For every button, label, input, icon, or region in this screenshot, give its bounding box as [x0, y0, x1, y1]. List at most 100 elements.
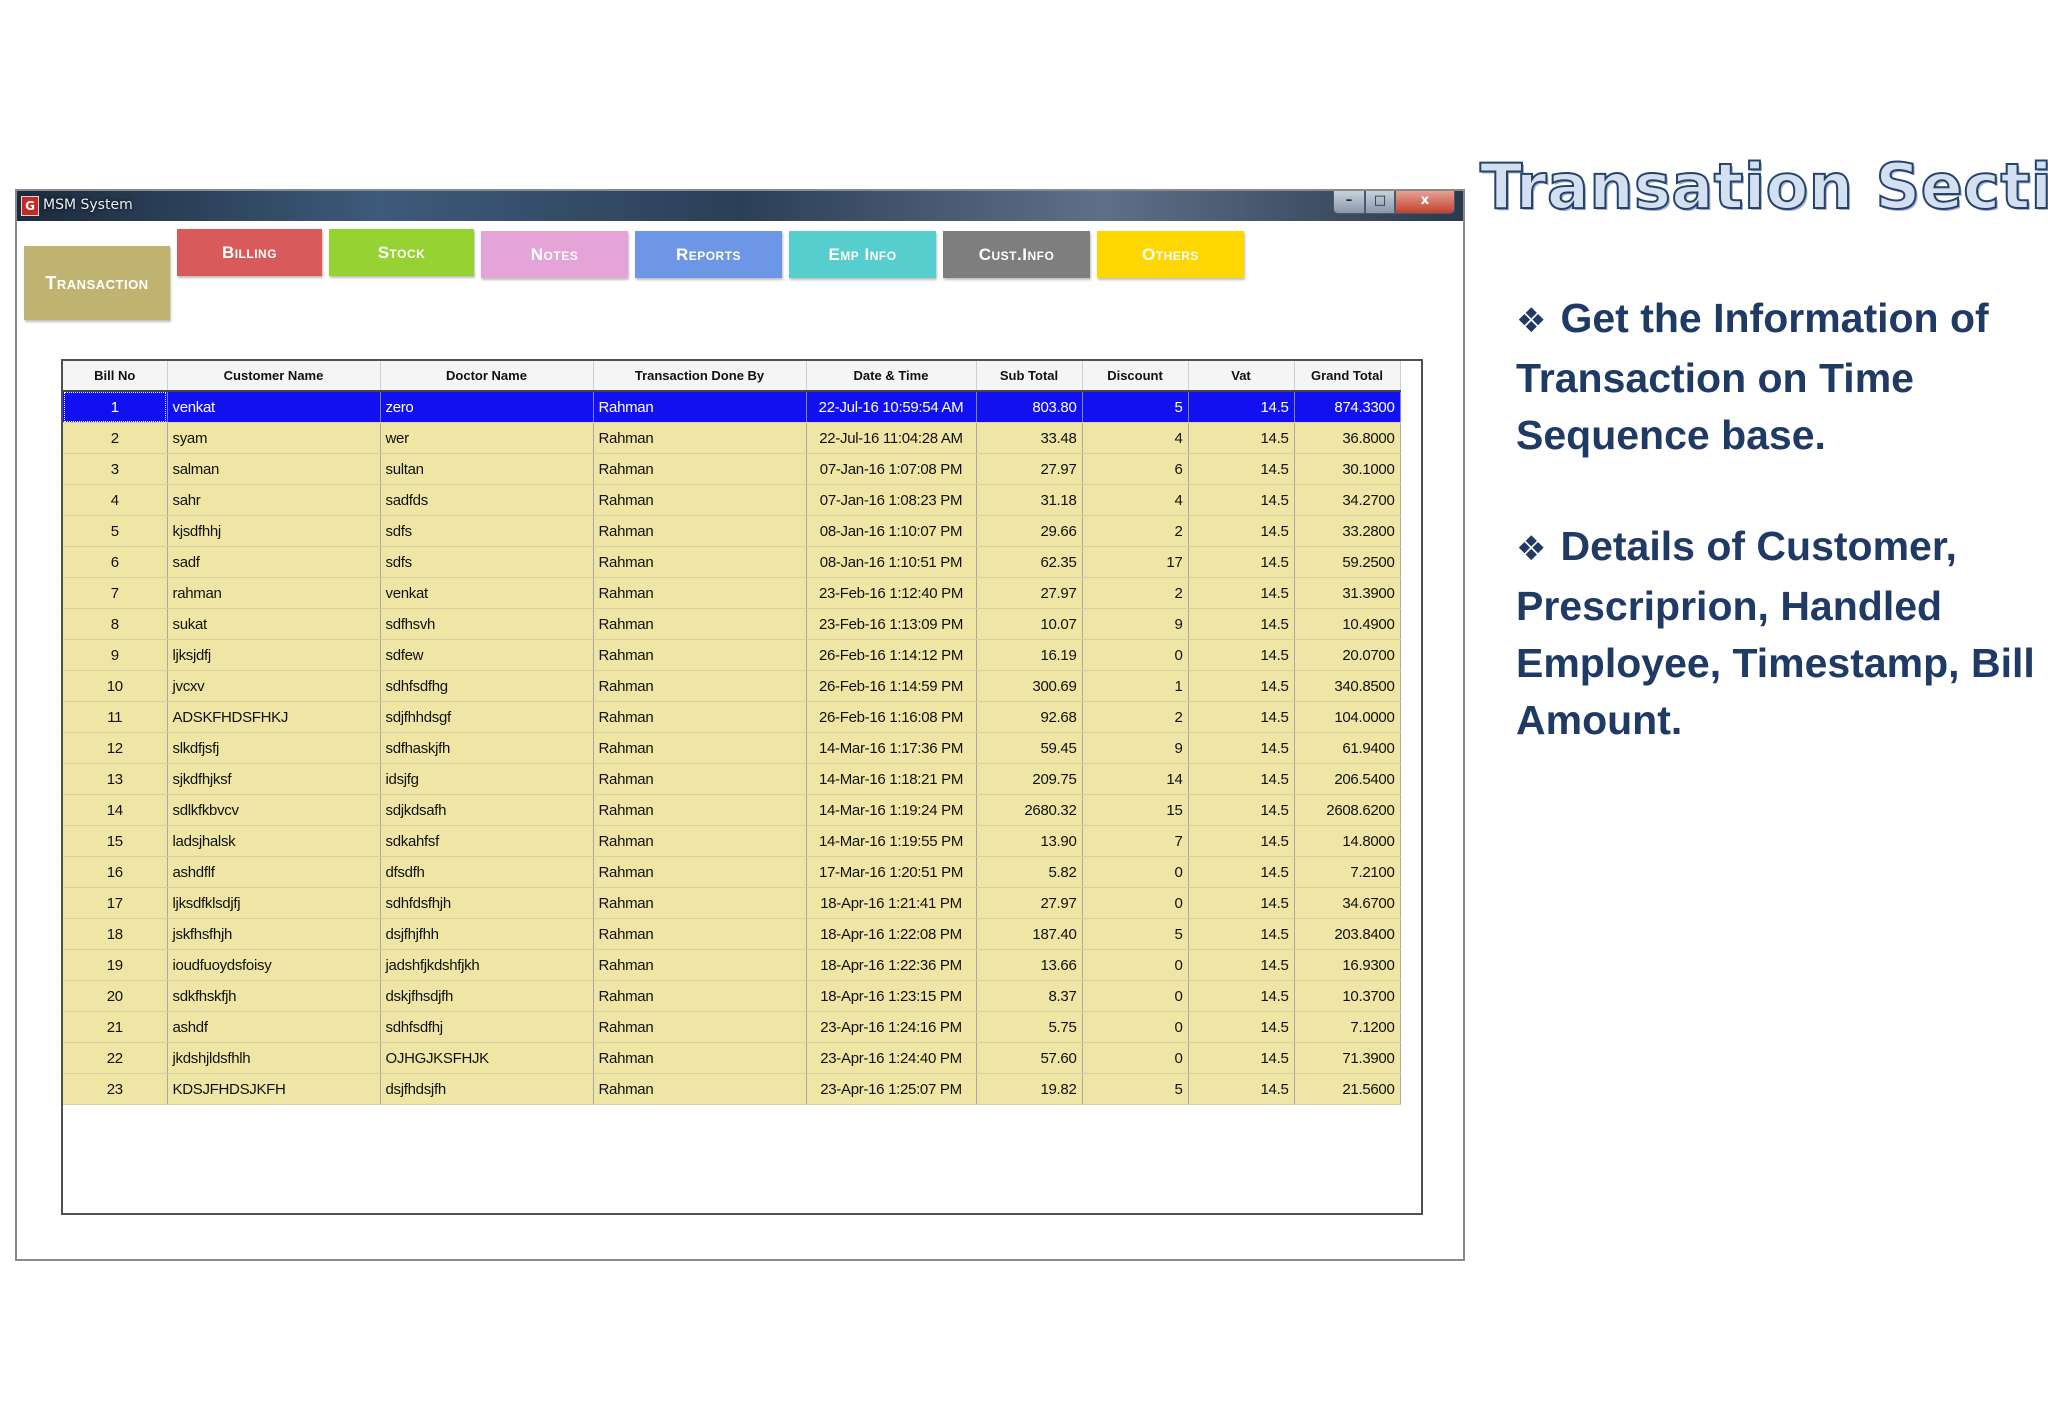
cell-transaction-done-by[interactable]: Rahman — [593, 825, 807, 857]
cell-vat[interactable]: 14.5 — [1188, 949, 1295, 981]
cell-discount[interactable]: 0 — [1082, 949, 1189, 981]
table-row[interactable]: 6 sadf sdfs Rahman 08-Jan-16 1:10:51 PM 62.35… — [63, 546, 1401, 578]
cell-grand-total[interactable]: 34.2700 — [1294, 484, 1401, 516]
cell-transaction-done-by[interactable]: Rahman — [593, 1042, 807, 1074]
cell-vat[interactable]: 14.5 — [1188, 980, 1295, 1012]
cell-customer-name[interactable]: sjkdfhjksf — [167, 763, 381, 795]
cell-bill-no[interactable]: 23 — [63, 1073, 168, 1105]
cell-customer-name[interactable]: kjsdfhhj — [167, 515, 381, 547]
cell-bill-no[interactable]: 1 — [63, 391, 168, 423]
tab-billing[interactable]: Billing — [177, 229, 322, 276]
cell-sub-total[interactable]: 33.48 — [976, 422, 1083, 454]
table-row[interactable]: 23 KDSJFHDSJKFH dsjfhdsjfh Rahman 23-Apr-16 … — [63, 1073, 1401, 1105]
cell-date-time[interactable]: 17-Mar-16 1:20:51 PM — [806, 856, 977, 888]
table-row[interactable]: 19 ioudfuoydsfoisy jadshfjkdshfjkh Rahman 18… — [63, 949, 1401, 981]
cell-doctor-name[interactable]: sdfs — [380, 546, 594, 578]
cell-sub-total[interactable]: 16.19 — [976, 639, 1083, 671]
tab-reports[interactable]: Reports — [635, 231, 782, 278]
table-row[interactable]: 5 kjsdfhhj sdfs Rahman 08-Jan-16 1:10:07 PM 2… — [63, 515, 1401, 547]
cell-doctor-name[interactable]: idsjfg — [380, 763, 594, 795]
cell-customer-name[interactable]: salman — [167, 453, 381, 485]
cell-bill-no[interactable]: 16 — [63, 856, 168, 888]
cell-vat[interactable]: 14.5 — [1188, 391, 1295, 423]
cell-grand-total[interactable]: 30.1000 — [1294, 453, 1401, 485]
cell-date-time[interactable]: 18-Apr-16 1:23:15 PM — [806, 980, 977, 1012]
cell-date-time[interactable]: 18-Apr-16 1:22:36 PM — [806, 949, 977, 981]
table-row[interactable]: 1 venkat zero Rahman 22-Jul-16 10:59:54 AM 80… — [63, 391, 1401, 423]
cell-transaction-done-by[interactable]: Rahman — [593, 639, 807, 671]
cell-date-time[interactable]: 23-Feb-16 1:12:40 PM — [806, 577, 977, 609]
tab-stock[interactable]: Stock — [329, 229, 474, 276]
cell-date-time[interactable]: 26-Feb-16 1:16:08 PM — [806, 701, 977, 733]
cell-doctor-name[interactable]: dfsdfh — [380, 856, 594, 888]
cell-customer-name[interactable]: jkdshjldsfhlh — [167, 1042, 381, 1074]
cell-doctor-name[interactable]: sdfhsvh — [380, 608, 594, 640]
cell-date-time[interactable]: 23-Apr-16 1:24:40 PM — [806, 1042, 977, 1074]
cell-grand-total[interactable]: 7.1200 — [1294, 1011, 1401, 1043]
cell-doctor-name[interactable]: venkat — [380, 577, 594, 609]
cell-bill-no[interactable]: 11 — [63, 701, 168, 733]
cell-grand-total[interactable]: 34.6700 — [1294, 887, 1401, 919]
cell-doctor-name[interactable]: sdfew — [380, 639, 594, 671]
cell-sub-total[interactable]: 13.66 — [976, 949, 1083, 981]
table-row[interactable]: 8 sukat sdfhsvh Rahman 23-Feb-16 1:13:09 PM 1… — [63, 608, 1401, 640]
column-header-customer-name[interactable]: Customer Name — [167, 361, 381, 392]
cell-transaction-done-by[interactable]: Rahman — [593, 949, 807, 981]
column-header-transaction-done-by[interactable]: Transaction Done By — [593, 361, 807, 392]
cell-transaction-done-by[interactable]: Rahman — [593, 856, 807, 888]
cell-bill-no[interactable]: 14 — [63, 794, 168, 826]
cell-discount[interactable]: 2 — [1082, 701, 1189, 733]
cell-bill-no[interactable]: 9 — [63, 639, 168, 671]
cell-vat[interactable]: 14.5 — [1188, 856, 1295, 888]
cell-sub-total[interactable]: 19.82 — [976, 1073, 1083, 1105]
cell-grand-total[interactable]: 874.3300 — [1294, 391, 1401, 423]
cell-discount[interactable]: 6 — [1082, 453, 1189, 485]
cell-customer-name[interactable]: KDSJFHDSJKFH — [167, 1073, 381, 1105]
cell-doctor-name[interactable]: sdhfsdfhg — [380, 670, 594, 702]
cell-discount[interactable]: 7 — [1082, 825, 1189, 857]
cell-discount[interactable]: 0 — [1082, 639, 1189, 671]
cell-sub-total[interactable]: 27.97 — [976, 453, 1083, 485]
cell-vat[interactable]: 14.5 — [1188, 639, 1295, 671]
cell-doctor-name[interactable]: sdhfdsfhjh — [380, 887, 594, 919]
cell-bill-no[interactable]: 18 — [63, 918, 168, 950]
cell-bill-no[interactable]: 17 — [63, 887, 168, 919]
table-row[interactable]: 2 syam wer Rahman 22-Jul-16 11:04:28 AM 33.48… — [63, 422, 1401, 454]
tab-notes[interactable]: Notes — [481, 231, 628, 278]
cell-bill-no[interactable]: 5 — [63, 515, 168, 547]
cell-transaction-done-by[interactable]: Rahman — [593, 732, 807, 764]
cell-date-time[interactable]: 14-Mar-16 1:17:36 PM — [806, 732, 977, 764]
cell-date-time[interactable]: 14-Mar-16 1:18:21 PM — [806, 763, 977, 795]
cell-date-time[interactable]: 23-Feb-16 1:13:09 PM — [806, 608, 977, 640]
cell-sub-total[interactable]: 29.66 — [976, 515, 1083, 547]
column-header-grand-total[interactable]: Grand Total — [1294, 361, 1401, 392]
cell-customer-name[interactable]: jskfhsfhjh — [167, 918, 381, 950]
tab-others[interactable]: Others — [1097, 231, 1244, 278]
cell-grand-total[interactable]: 16.9300 — [1294, 949, 1401, 981]
cell-customer-name[interactable]: sukat — [167, 608, 381, 640]
cell-transaction-done-by[interactable]: Rahman — [593, 515, 807, 547]
cell-transaction-done-by[interactable]: Rahman — [593, 422, 807, 454]
cell-bill-no[interactable]: 6 — [63, 546, 168, 578]
cell-discount[interactable]: 4 — [1082, 422, 1189, 454]
cell-date-time[interactable]: 22-Jul-16 11:04:28 AM — [806, 422, 977, 454]
cell-date-time[interactable]: 07-Jan-16 1:07:08 PM — [806, 453, 977, 485]
cell-bill-no[interactable]: 3 — [63, 453, 168, 485]
column-header-sub-total[interactable]: Sub Total — [976, 361, 1083, 392]
cell-sub-total[interactable]: 5.82 — [976, 856, 1083, 888]
tab-cust-info[interactable]: Cust.Info — [943, 231, 1090, 278]
cell-doctor-name[interactable]: sdjkdsafh — [380, 794, 594, 826]
cell-transaction-done-by[interactable]: Rahman — [593, 453, 807, 485]
cell-vat[interactable]: 14.5 — [1188, 484, 1295, 516]
cell-vat[interactable]: 14.5 — [1188, 546, 1295, 578]
cell-sub-total[interactable]: 10.07 — [976, 608, 1083, 640]
cell-date-time[interactable]: 14-Mar-16 1:19:55 PM — [806, 825, 977, 857]
cell-discount[interactable]: 0 — [1082, 887, 1189, 919]
cell-doctor-name[interactable]: dsjfhjfhh — [380, 918, 594, 950]
cell-transaction-done-by[interactable]: Rahman — [593, 391, 807, 423]
cell-doctor-name[interactable]: sdfs — [380, 515, 594, 547]
cell-vat[interactable]: 14.5 — [1188, 763, 1295, 795]
cell-grand-total[interactable]: 36.8000 — [1294, 422, 1401, 454]
cell-discount[interactable]: 9 — [1082, 608, 1189, 640]
cell-grand-total[interactable]: 10.3700 — [1294, 980, 1401, 1012]
